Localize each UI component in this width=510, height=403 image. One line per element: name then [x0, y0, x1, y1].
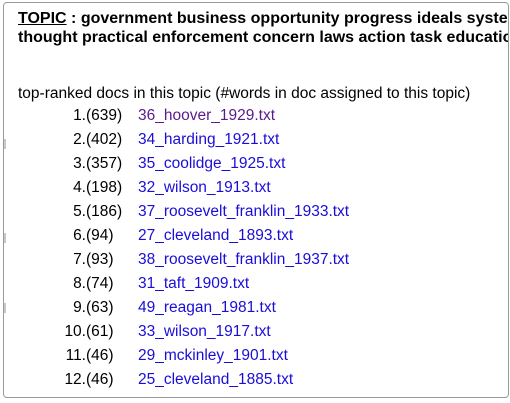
topic-label: TOPIC — [18, 10, 67, 27]
doc-list-caption: top-ranked docs in this topic (#words in… — [18, 85, 471, 102]
doc-row: 7. (93) 38_roosevelt_franklin_1937.txt — [62, 248, 349, 272]
doc-row: 12. (46) 25_cleveland_1885.txt — [62, 368, 349, 392]
doc-word-count: (357) — [86, 155, 123, 172]
doc-link[interactable]: 38_roosevelt_franklin_1937.txt — [138, 251, 350, 268]
doc-link-cell: 36_hoover_1929.txt — [138, 104, 349, 128]
doc-rank: 11. — [65, 347, 86, 364]
doc-row: 11. (46) 29_mckinley_1901.txt — [62, 344, 349, 368]
doc-word-count: (93) — [86, 251, 114, 268]
doc-row: 3. (357) 35_coolidge_1925.txt — [62, 152, 349, 176]
doc-word-count: (46) — [86, 371, 114, 388]
doc-word-count: (402) — [86, 131, 123, 148]
topic-header: TOPIC : government business opportunity … — [18, 9, 509, 47]
left-edge-marker — [4, 233, 6, 243]
doc-link[interactable]: 49_reagan_1981.txt — [138, 299, 276, 316]
doc-list: 1. (639) 36_hoover_1929.txt 2. (402) 34_hardi… — [62, 104, 349, 392]
doc-word-count: (198) — [86, 179, 123, 196]
doc-word-count: (63) — [86, 299, 114, 316]
doc-link[interactable]: 37_roosevelt_franklin_1933.txt — [138, 203, 350, 220]
doc-rank: 12. — [64, 371, 86, 388]
doc-link-cell: 29_mckinley_1901.txt — [138, 344, 349, 368]
doc-rank: 1. — [73, 107, 86, 124]
topic-words-line-2: thought practical enforcement concern la… — [18, 29, 509, 46]
doc-row: 9. (63) 49_reagan_1981.txt — [62, 296, 349, 320]
doc-row: 2. (402) 34_harding_1921.txt — [62, 128, 349, 152]
doc-word-count: (74) — [86, 275, 114, 292]
doc-row: 8. (74) 31_taft_1909.txt — [62, 272, 349, 296]
doc-rank: 3. — [73, 155, 86, 172]
doc-word-count: (639) — [86, 107, 123, 124]
doc-link-cell: 31_taft_1909.txt — [138, 272, 349, 296]
doc-rank: 4. — [73, 179, 86, 196]
doc-word-count: (46) — [86, 347, 114, 364]
left-edge-marker — [4, 303, 6, 313]
doc-row: 5. (186) 37_roosevelt_franklin_1933.txt — [62, 200, 349, 224]
doc-row: 1. (639) 36_hoover_1929.txt — [62, 104, 349, 128]
doc-link[interactable]: 35_coolidge_1925.txt — [138, 155, 286, 172]
doc-link-cell: 38_roosevelt_franklin_1937.txt — [138, 248, 349, 272]
doc-word-count: (186) — [86, 203, 123, 220]
doc-link[interactable]: 31_taft_1909.txt — [138, 275, 250, 292]
doc-link-cell: 35_coolidge_1925.txt — [138, 152, 349, 176]
doc-rank: 5. — [73, 203, 86, 220]
doc-link-cell: 25_cleveland_1885.txt — [138, 368, 349, 392]
doc-link[interactable]: 25_cleveland_1885.txt — [138, 371, 294, 388]
doc-link-cell: 37_roosevelt_franklin_1933.txt — [138, 200, 349, 224]
doc-row: 10. (61) 33_wilson_1917.txt — [62, 320, 349, 344]
doc-word-count: (61) — [86, 323, 114, 340]
doc-link[interactable]: 27_cleveland_1893.txt — [138, 227, 294, 244]
doc-rank: 2. — [73, 131, 86, 148]
doc-link-cell: 34_harding_1921.txt — [138, 128, 349, 152]
doc-link-cell: 49_reagan_1981.txt — [138, 296, 349, 320]
doc-rank: 6. — [73, 227, 86, 244]
doc-link[interactable]: 29_mckinley_1901.txt — [138, 347, 288, 364]
doc-rank: 8. — [73, 275, 86, 292]
doc-link[interactable]: 33_wilson_1917.txt — [138, 323, 271, 340]
doc-link[interactable]: 32_wilson_1913.txt — [138, 179, 271, 196]
doc-link[interactable]: 36_hoover_1929.txt — [138, 107, 276, 124]
doc-link-cell: 27_cleveland_1893.txt — [138, 224, 349, 248]
doc-rank: 10. — [64, 323, 86, 340]
doc-rank: 7. — [73, 251, 86, 268]
topic-words-line-1: : government business opportunity progre… — [66, 10, 509, 27]
doc-word-count: (94) — [86, 227, 114, 244]
left-edge-marker — [4, 139, 6, 149]
doc-rank: 9. — [73, 299, 86, 316]
doc-row: 6. (94) 27_cleveland_1893.txt — [62, 224, 349, 248]
doc-link-cell: 32_wilson_1913.txt — [138, 176, 349, 200]
browser-content-frame: TOPIC : government business opportunity … — [3, 2, 509, 398]
doc-link[interactable]: 34_harding_1921.txt — [138, 131, 280, 148]
doc-row: 4. (198) 32_wilson_1913.txt — [62, 176, 349, 200]
topic-header-line-1: TOPIC : government business opportunity … — [18, 9, 509, 28]
doc-link-cell: 33_wilson_1917.txt — [138, 320, 349, 344]
